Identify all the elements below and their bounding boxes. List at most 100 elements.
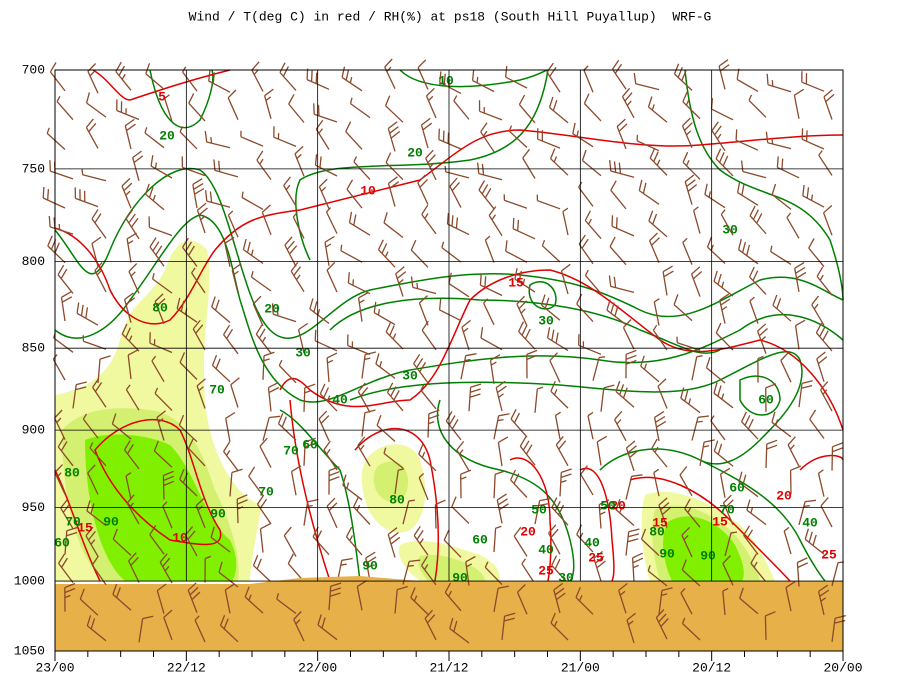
y-tick-label: 1000 bbox=[14, 574, 45, 589]
wind-barb bbox=[262, 415, 281, 441]
wind-barb bbox=[413, 353, 429, 384]
rh-label: 80 bbox=[389, 492, 405, 507]
wind-barb bbox=[267, 382, 280, 412]
wind-barb bbox=[340, 244, 363, 263]
wind-barb bbox=[72, 381, 87, 409]
wind-barb bbox=[126, 494, 140, 525]
wind-barb bbox=[74, 187, 99, 208]
rh-label: 10 bbox=[438, 73, 454, 88]
wind-barb bbox=[549, 352, 561, 383]
wind-barb bbox=[736, 181, 759, 206]
wind-barb bbox=[125, 209, 140, 240]
wind-barb bbox=[596, 435, 608, 466]
wind-barb bbox=[420, 117, 433, 149]
wind-barb bbox=[681, 617, 701, 641]
wind-barb bbox=[817, 584, 830, 615]
wind-barb bbox=[111, 413, 132, 440]
rh-label: 40 bbox=[802, 515, 818, 530]
wind-barb bbox=[722, 555, 734, 586]
wind-barb bbox=[456, 440, 470, 472]
wind-barb bbox=[562, 207, 569, 236]
wind-barb bbox=[357, 291, 369, 322]
wind-barb bbox=[309, 298, 330, 325]
wind-barb bbox=[625, 528, 640, 556]
wind-barb bbox=[657, 378, 668, 409]
wind-barb bbox=[394, 468, 405, 495]
wind-barb bbox=[192, 178, 205, 209]
wind-barb bbox=[443, 529, 462, 558]
wind-barb bbox=[460, 469, 472, 499]
temperature-label: 25 bbox=[588, 550, 604, 565]
wind-barb bbox=[633, 72, 660, 91]
wind-barb bbox=[424, 609, 437, 641]
wind-barb bbox=[516, 584, 528, 615]
wind-barbs-ground bbox=[64, 555, 846, 644]
wind-barb bbox=[395, 266, 407, 297]
wind-barb bbox=[192, 319, 206, 351]
wind-barb bbox=[771, 411, 792, 438]
wind-barb bbox=[284, 236, 298, 267]
wind-barb bbox=[421, 555, 437, 586]
x-tick-label: 21/00 bbox=[561, 660, 600, 675]
wind-barb bbox=[361, 351, 376, 379]
wind-barb bbox=[191, 267, 206, 294]
wind-barb bbox=[57, 264, 74, 294]
wind-barb bbox=[831, 442, 844, 471]
wind-barb bbox=[144, 183, 165, 211]
wind-barb bbox=[468, 383, 482, 412]
wind-barb bbox=[765, 383, 777, 412]
wind-barb bbox=[240, 130, 264, 147]
wind-barb bbox=[449, 177, 462, 208]
wind-barb bbox=[208, 70, 231, 93]
wind-barb bbox=[690, 266, 703, 297]
wind-barbs bbox=[42, 58, 844, 585]
rh-label: 70 bbox=[65, 514, 81, 529]
wind-barb bbox=[798, 380, 813, 408]
wind-barb bbox=[418, 295, 429, 326]
wind-barb bbox=[540, 294, 561, 321]
wind-barb bbox=[713, 270, 734, 297]
wind-barb bbox=[76, 302, 99, 326]
wind-barb bbox=[822, 205, 833, 236]
wind-barb bbox=[188, 93, 206, 122]
wind-barb bbox=[497, 436, 509, 467]
wind-barb bbox=[115, 61, 132, 91]
wind-barb bbox=[148, 216, 173, 237]
wind-barb bbox=[483, 298, 495, 326]
wind-barb bbox=[478, 100, 503, 121]
wind-barb bbox=[211, 354, 231, 383]
wind-barb bbox=[279, 62, 297, 91]
wind-barb bbox=[811, 295, 825, 326]
wind-barb bbox=[560, 263, 571, 295]
wind-barb bbox=[361, 409, 376, 437]
wind-barb bbox=[276, 593, 297, 615]
wind-barb bbox=[377, 239, 396, 268]
wind-barb bbox=[649, 232, 660, 263]
wind-barb bbox=[154, 387, 173, 411]
wind-barb bbox=[801, 128, 825, 150]
wind-barb bbox=[48, 215, 74, 235]
wind-barb bbox=[476, 162, 503, 181]
x-tick-label: 22/00 bbox=[298, 660, 337, 675]
wind-barb bbox=[252, 555, 272, 583]
wind-barb bbox=[318, 178, 330, 210]
rh-label: 80 bbox=[152, 300, 168, 315]
rh-label: 40 bbox=[538, 542, 554, 557]
wind-barb bbox=[521, 558, 536, 585]
wind-barb bbox=[262, 351, 275, 380]
wind-barb bbox=[676, 336, 701, 351]
rh-label: 70 bbox=[283, 443, 299, 458]
wind-barb bbox=[493, 413, 510, 440]
wind-barb bbox=[375, 353, 396, 379]
wind-barb bbox=[324, 235, 335, 266]
wind-barb bbox=[145, 63, 165, 90]
wind-barb bbox=[427, 409, 440, 438]
wind-barb bbox=[748, 94, 767, 118]
wind-barb bbox=[195, 497, 206, 529]
wind-barb bbox=[636, 134, 660, 152]
wind-barb bbox=[719, 293, 731, 324]
wind-barb bbox=[583, 93, 602, 122]
wind-barb bbox=[376, 414, 396, 442]
wind-barb bbox=[705, 356, 726, 384]
rh-label: 30 bbox=[402, 368, 418, 383]
